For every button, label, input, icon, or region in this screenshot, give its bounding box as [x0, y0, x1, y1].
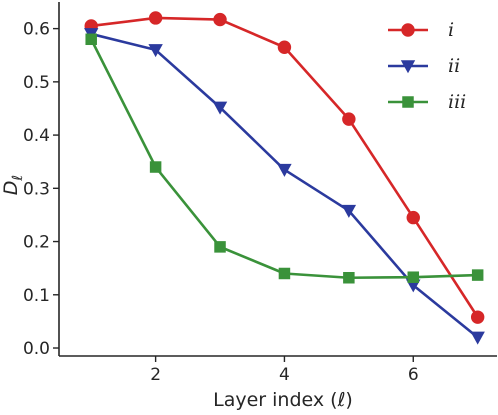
data-point-i	[470, 310, 485, 324]
legend-marker	[401, 23, 415, 37]
y-tick-label: 0.4	[23, 126, 50, 146]
series-line-iii	[90, 38, 478, 280]
legend-marker	[402, 96, 414, 108]
y-tick-label: 0.5	[23, 73, 50, 93]
series-iii	[85, 33, 484, 284]
y-axis-label-subscript: ℓ	[10, 175, 26, 182]
y-tick-label: 0.3	[23, 179, 50, 199]
data-point-iii	[471, 269, 484, 281]
y-tick-label: 0.0	[23, 339, 50, 359]
data-point-iii	[278, 267, 291, 280]
data-point-ii	[148, 44, 163, 58]
axes	[58, 2, 497, 357]
y-axis-label-main: D	[0, 181, 22, 196]
data-point-i	[277, 40, 292, 54]
y-axis-label: Dℓ	[0, 175, 26, 195]
data-point-iii	[85, 33, 97, 46]
legend-label: iii	[448, 91, 466, 113]
data-point-i	[406, 210, 420, 225]
x-tick-label: 6	[408, 365, 419, 385]
legend-item-i: i	[388, 19, 454, 41]
x-tick-label: 4	[279, 365, 290, 385]
ticks: 2 4 6 0.0 0.1 0.2 0.3 0.4 0.5 0.6	[23, 20, 419, 385]
data-point-iii	[149, 161, 162, 173]
data-point-ii	[341, 204, 357, 218]
y-tick-label: 0.2	[23, 233, 50, 253]
data-point-iii	[343, 271, 355, 284]
legend-item-iii: iii	[388, 91, 466, 113]
legend-label: ii	[448, 55, 460, 77]
data-point-iii	[407, 271, 420, 283]
series-ii	[84, 28, 485, 345]
data-point-i	[148, 11, 163, 25]
legend-marker	[400, 60, 416, 74]
data-point-iii	[214, 241, 226, 253]
y-tick-label: 0.6	[23, 20, 50, 40]
series-i	[84, 11, 485, 324]
series-layer	[84, 11, 485, 345]
x-tick-label: 2	[150, 365, 161, 385]
data-point-i	[213, 12, 227, 27]
data-point-ii	[277, 163, 292, 177]
data-point-ii	[212, 101, 228, 115]
series-line-ii	[90, 32, 479, 339]
legend-label: i	[448, 19, 454, 41]
legend-item-ii: ii	[388, 55, 460, 77]
x-axis-label: Layer index (ℓ)	[213, 389, 353, 411]
y-tick-label: 0.1	[23, 286, 50, 306]
data-point-i	[342, 112, 356, 126]
data-point-ii	[470, 331, 485, 345]
